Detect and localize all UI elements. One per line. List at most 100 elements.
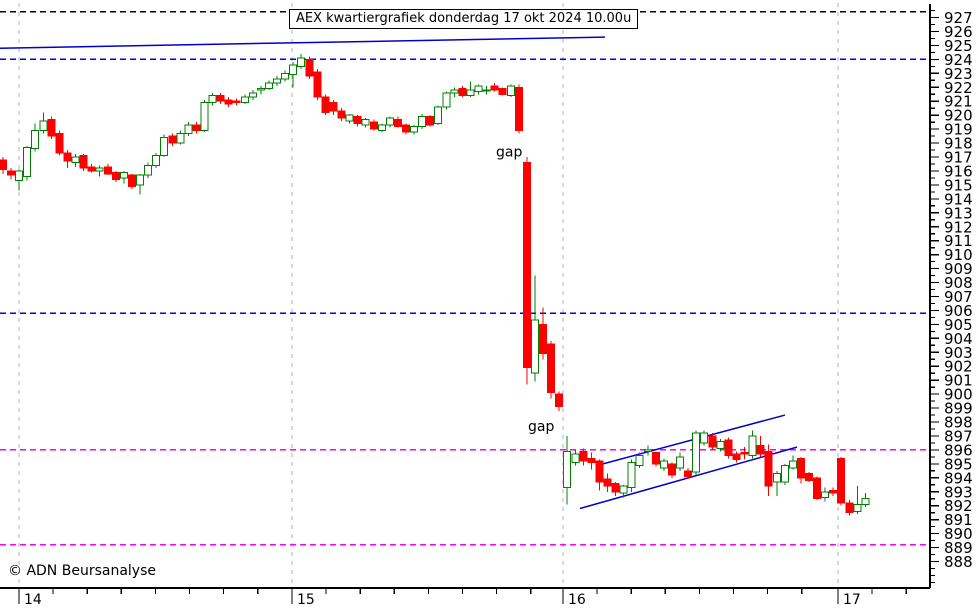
candle-down	[837, 457, 846, 504]
y-axis-label: 901	[944, 372, 973, 390]
candle-up	[442, 92, 451, 108]
candle-down	[764, 450, 773, 487]
y-axis-label: 915	[944, 176, 973, 194]
candle-up	[772, 473, 781, 483]
candle-up	[780, 464, 789, 483]
candle-up	[861, 498, 870, 505]
candle-down	[651, 452, 660, 465]
candle-up	[627, 461, 636, 489]
y-axis-label: 911	[944, 232, 973, 250]
candle-down	[514, 86, 523, 132]
candle-up	[788, 460, 797, 469]
candle-up	[144, 164, 153, 176]
candle-up	[152, 155, 161, 166]
y-axis-label: 891	[944, 511, 973, 529]
candle-down	[168, 135, 177, 144]
y-axis-label: 913	[944, 204, 973, 222]
resistance-trendline	[0, 36, 606, 49]
candle-up	[821, 491, 830, 498]
y-axis-label: 904	[944, 330, 973, 348]
candle-down	[667, 463, 676, 476]
candle-down	[498, 88, 507, 95]
candle-up	[361, 118, 370, 126]
y-axis-label: 902	[944, 358, 973, 376]
y-axis-label: 905	[944, 316, 973, 334]
candle-down	[522, 162, 531, 369]
candle-down	[796, 457, 805, 479]
candle-down	[47, 118, 56, 137]
candle-down	[393, 118, 402, 127]
candle-down	[547, 343, 556, 394]
candle-up	[208, 95, 217, 104]
candle-up	[184, 124, 193, 134]
y-axis-label: 910	[944, 246, 973, 264]
candle-up	[385, 117, 394, 126]
candle-down	[756, 445, 765, 455]
candle-up	[71, 156, 80, 164]
y-axis-label: 892	[944, 497, 973, 515]
candle-up	[160, 137, 169, 157]
candle-down	[732, 453, 741, 461]
candle-up	[748, 435, 757, 457]
y-axis-label: 906	[944, 302, 973, 320]
candle-down	[458, 88, 467, 97]
candle-down	[321, 96, 330, 113]
y-axis-label: 916	[944, 162, 973, 180]
candle-up	[23, 146, 32, 178]
x-axis-label: 14	[24, 592, 42, 608]
candle-up	[95, 167, 104, 172]
candle-up	[418, 116, 427, 127]
candle-down	[63, 152, 72, 162]
candle-down	[79, 155, 88, 169]
candle-up	[289, 64, 298, 76]
candle-up	[530, 319, 539, 374]
candle-up	[297, 57, 306, 67]
candle-up	[200, 102, 209, 132]
candle-down	[402, 124, 410, 133]
candle-down	[353, 116, 362, 125]
candle-up	[571, 453, 580, 463]
y-axis-label: 920	[944, 107, 973, 125]
candle-up	[434, 106, 443, 125]
candle-down	[426, 116, 435, 126]
candle-down	[539, 323, 548, 355]
y-axis-label: 899	[944, 400, 973, 418]
chart-title: AEX kwartiergrafiek donderdag 17 okt 202…	[289, 9, 639, 29]
x-axis-label: 16	[568, 592, 586, 608]
candle-up	[676, 456, 685, 469]
candle-down	[337, 110, 346, 119]
candle-up	[619, 485, 628, 494]
candle-up	[248, 92, 257, 98]
y-axis-label: 925	[944, 37, 973, 55]
y-axis-label: 898	[944, 414, 973, 432]
candle-up	[119, 171, 128, 179]
y-axis-label: 922	[944, 79, 973, 97]
candle-up	[136, 174, 145, 186]
candle-down	[490, 85, 499, 91]
y-axis-label: 895	[944, 455, 973, 473]
y-axis-label: 921	[944, 93, 973, 111]
candle-up	[635, 455, 644, 466]
y-axis-label: 890	[944, 525, 973, 543]
candle-up	[31, 130, 40, 150]
candle-down	[216, 95, 225, 102]
candle-up	[273, 78, 282, 84]
candle-up	[345, 114, 354, 122]
gap-annotation: gap	[496, 144, 522, 160]
y-axis-label: 919	[944, 121, 973, 139]
candle-up	[506, 85, 515, 97]
candle-down	[313, 71, 322, 98]
candle-up	[15, 170, 24, 182]
candle-up	[716, 441, 725, 450]
candle-down	[127, 174, 136, 187]
candle-down	[829, 489, 838, 494]
x-axis-label: 17	[843, 592, 861, 608]
y-axis-label: 912	[944, 218, 973, 236]
candle-down	[192, 124, 201, 132]
y-axis-label: 918	[944, 135, 973, 153]
candle-down	[55, 132, 64, 154]
candle-down	[724, 439, 733, 457]
y-axis-label: 888	[944, 553, 973, 571]
candle-down	[305, 58, 314, 77]
